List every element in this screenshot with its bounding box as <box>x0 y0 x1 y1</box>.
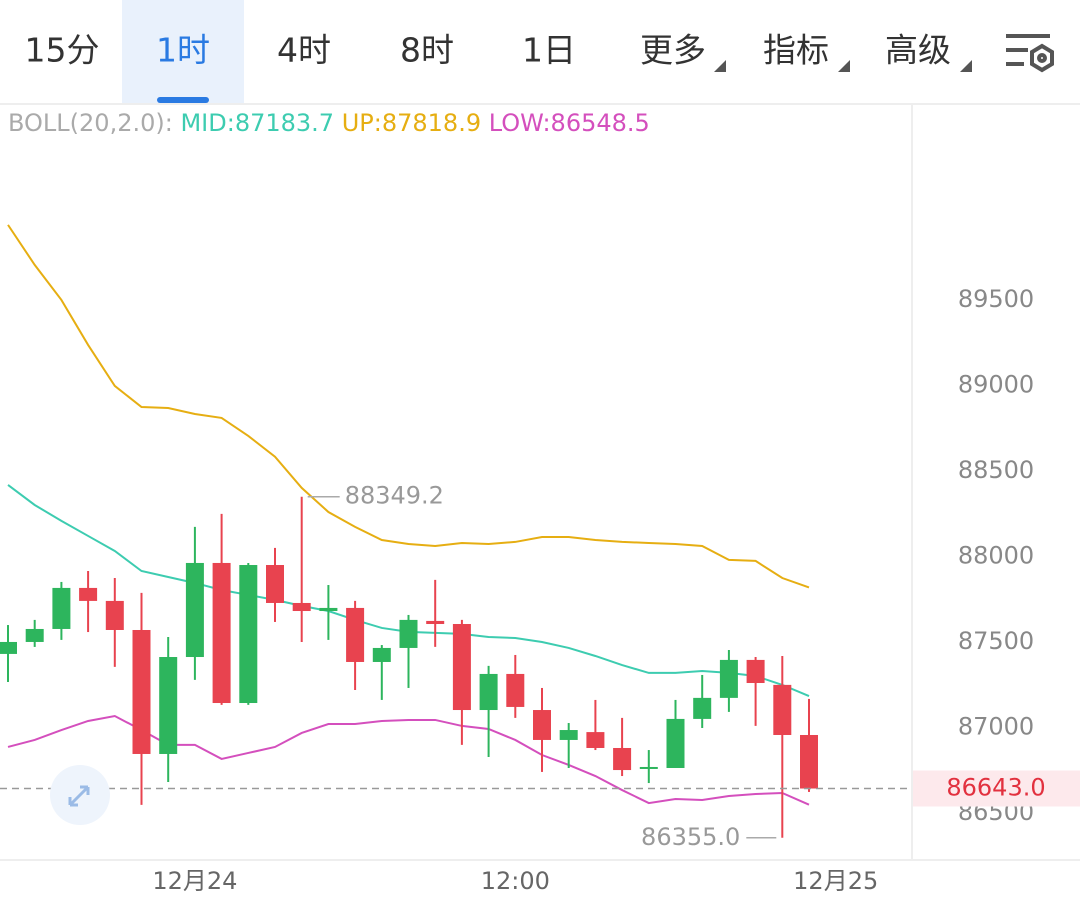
tab-selected-bg <box>122 0 244 103</box>
legend-entry: UP:87818.9 <box>342 109 481 137</box>
candle-body <box>719 659 738 698</box>
candle-body <box>586 732 605 748</box>
candle-body <box>559 730 578 740</box>
candle-body <box>0 641 17 654</box>
candle-body <box>372 647 391 662</box>
candle-body <box>506 673 525 707</box>
candle-body <box>346 607 365 662</box>
candle-body <box>479 673 498 711</box>
candle-body <box>25 628 44 642</box>
y-tick-label: 88500 <box>958 456 1034 484</box>
last-price-bg <box>913 770 1080 807</box>
candle-body <box>800 734 818 789</box>
tab[interactable]: 1时 <box>156 31 210 70</box>
candle-body <box>239 565 258 704</box>
candle-body <box>452 624 471 711</box>
tab-underline <box>157 97 209 103</box>
boll-line <box>7 224 810 589</box>
tab[interactable]: 1日 <box>522 31 576 70</box>
y-tick-label: 89500 <box>958 285 1034 313</box>
tab[interactable]: 高级 <box>885 31 951 70</box>
x-tick-label: 12月24 <box>152 867 237 895</box>
expand-icon <box>68 785 90 807</box>
candle-body <box>212 562 231 704</box>
dropdown-arrow <box>714 60 726 72</box>
y-tick-label: 87000 <box>958 712 1034 740</box>
candle-body <box>185 562 204 658</box>
candle-body <box>666 718 685 768</box>
indicator-legend: BOLL(20,2.0): MID:87183.7 UP:87818.9 LOW… <box>8 109 650 137</box>
candle-body <box>533 710 551 740</box>
candle-body <box>613 747 632 771</box>
candle-body <box>292 602 311 612</box>
plot <box>0 224 912 839</box>
candle-body <box>426 620 445 625</box>
legend-entry: BOLL(20,2.0): <box>8 109 173 137</box>
candle-body <box>399 619 418 648</box>
candle-body <box>266 565 284 603</box>
tab[interactable]: 4时 <box>277 31 331 70</box>
max-label: 88349.2 <box>345 482 444 510</box>
candle-body <box>132 629 151 754</box>
dropdown-arrow <box>960 60 972 72</box>
candle-body <box>105 600 124 630</box>
candle-body <box>79 587 98 601</box>
settings-icon[interactable] <box>1006 34 1054 73</box>
y-tick-label: 88000 <box>958 541 1034 569</box>
tab[interactable]: 指标 <box>763 31 829 70</box>
x-tick-label: 12:00 <box>481 867 550 895</box>
candle-body <box>693 697 712 719</box>
dropdown-arrow <box>838 60 850 72</box>
legend-entry: LOW:86548.5 <box>489 109 650 137</box>
last-price-label: 86643.0 <box>946 774 1045 802</box>
y-tick-label: 87500 <box>958 627 1034 655</box>
legend-entry: MID:87183.7 <box>180 109 334 137</box>
tab[interactable]: 8时 <box>400 31 454 70</box>
x-tick-label: 12月25 <box>793 867 878 895</box>
y-tick-label: 89000 <box>958 370 1034 398</box>
candle-body <box>773 684 792 735</box>
candle-body <box>639 766 658 769</box>
candle-body <box>319 607 338 612</box>
candle-body <box>746 659 765 684</box>
tab[interactable]: 15分 <box>25 31 100 70</box>
candle-body <box>52 587 71 629</box>
tab[interactable]: 更多 <box>640 31 706 70</box>
min-label: 86355.0 <box>641 823 740 851</box>
candle-body <box>159 657 178 754</box>
